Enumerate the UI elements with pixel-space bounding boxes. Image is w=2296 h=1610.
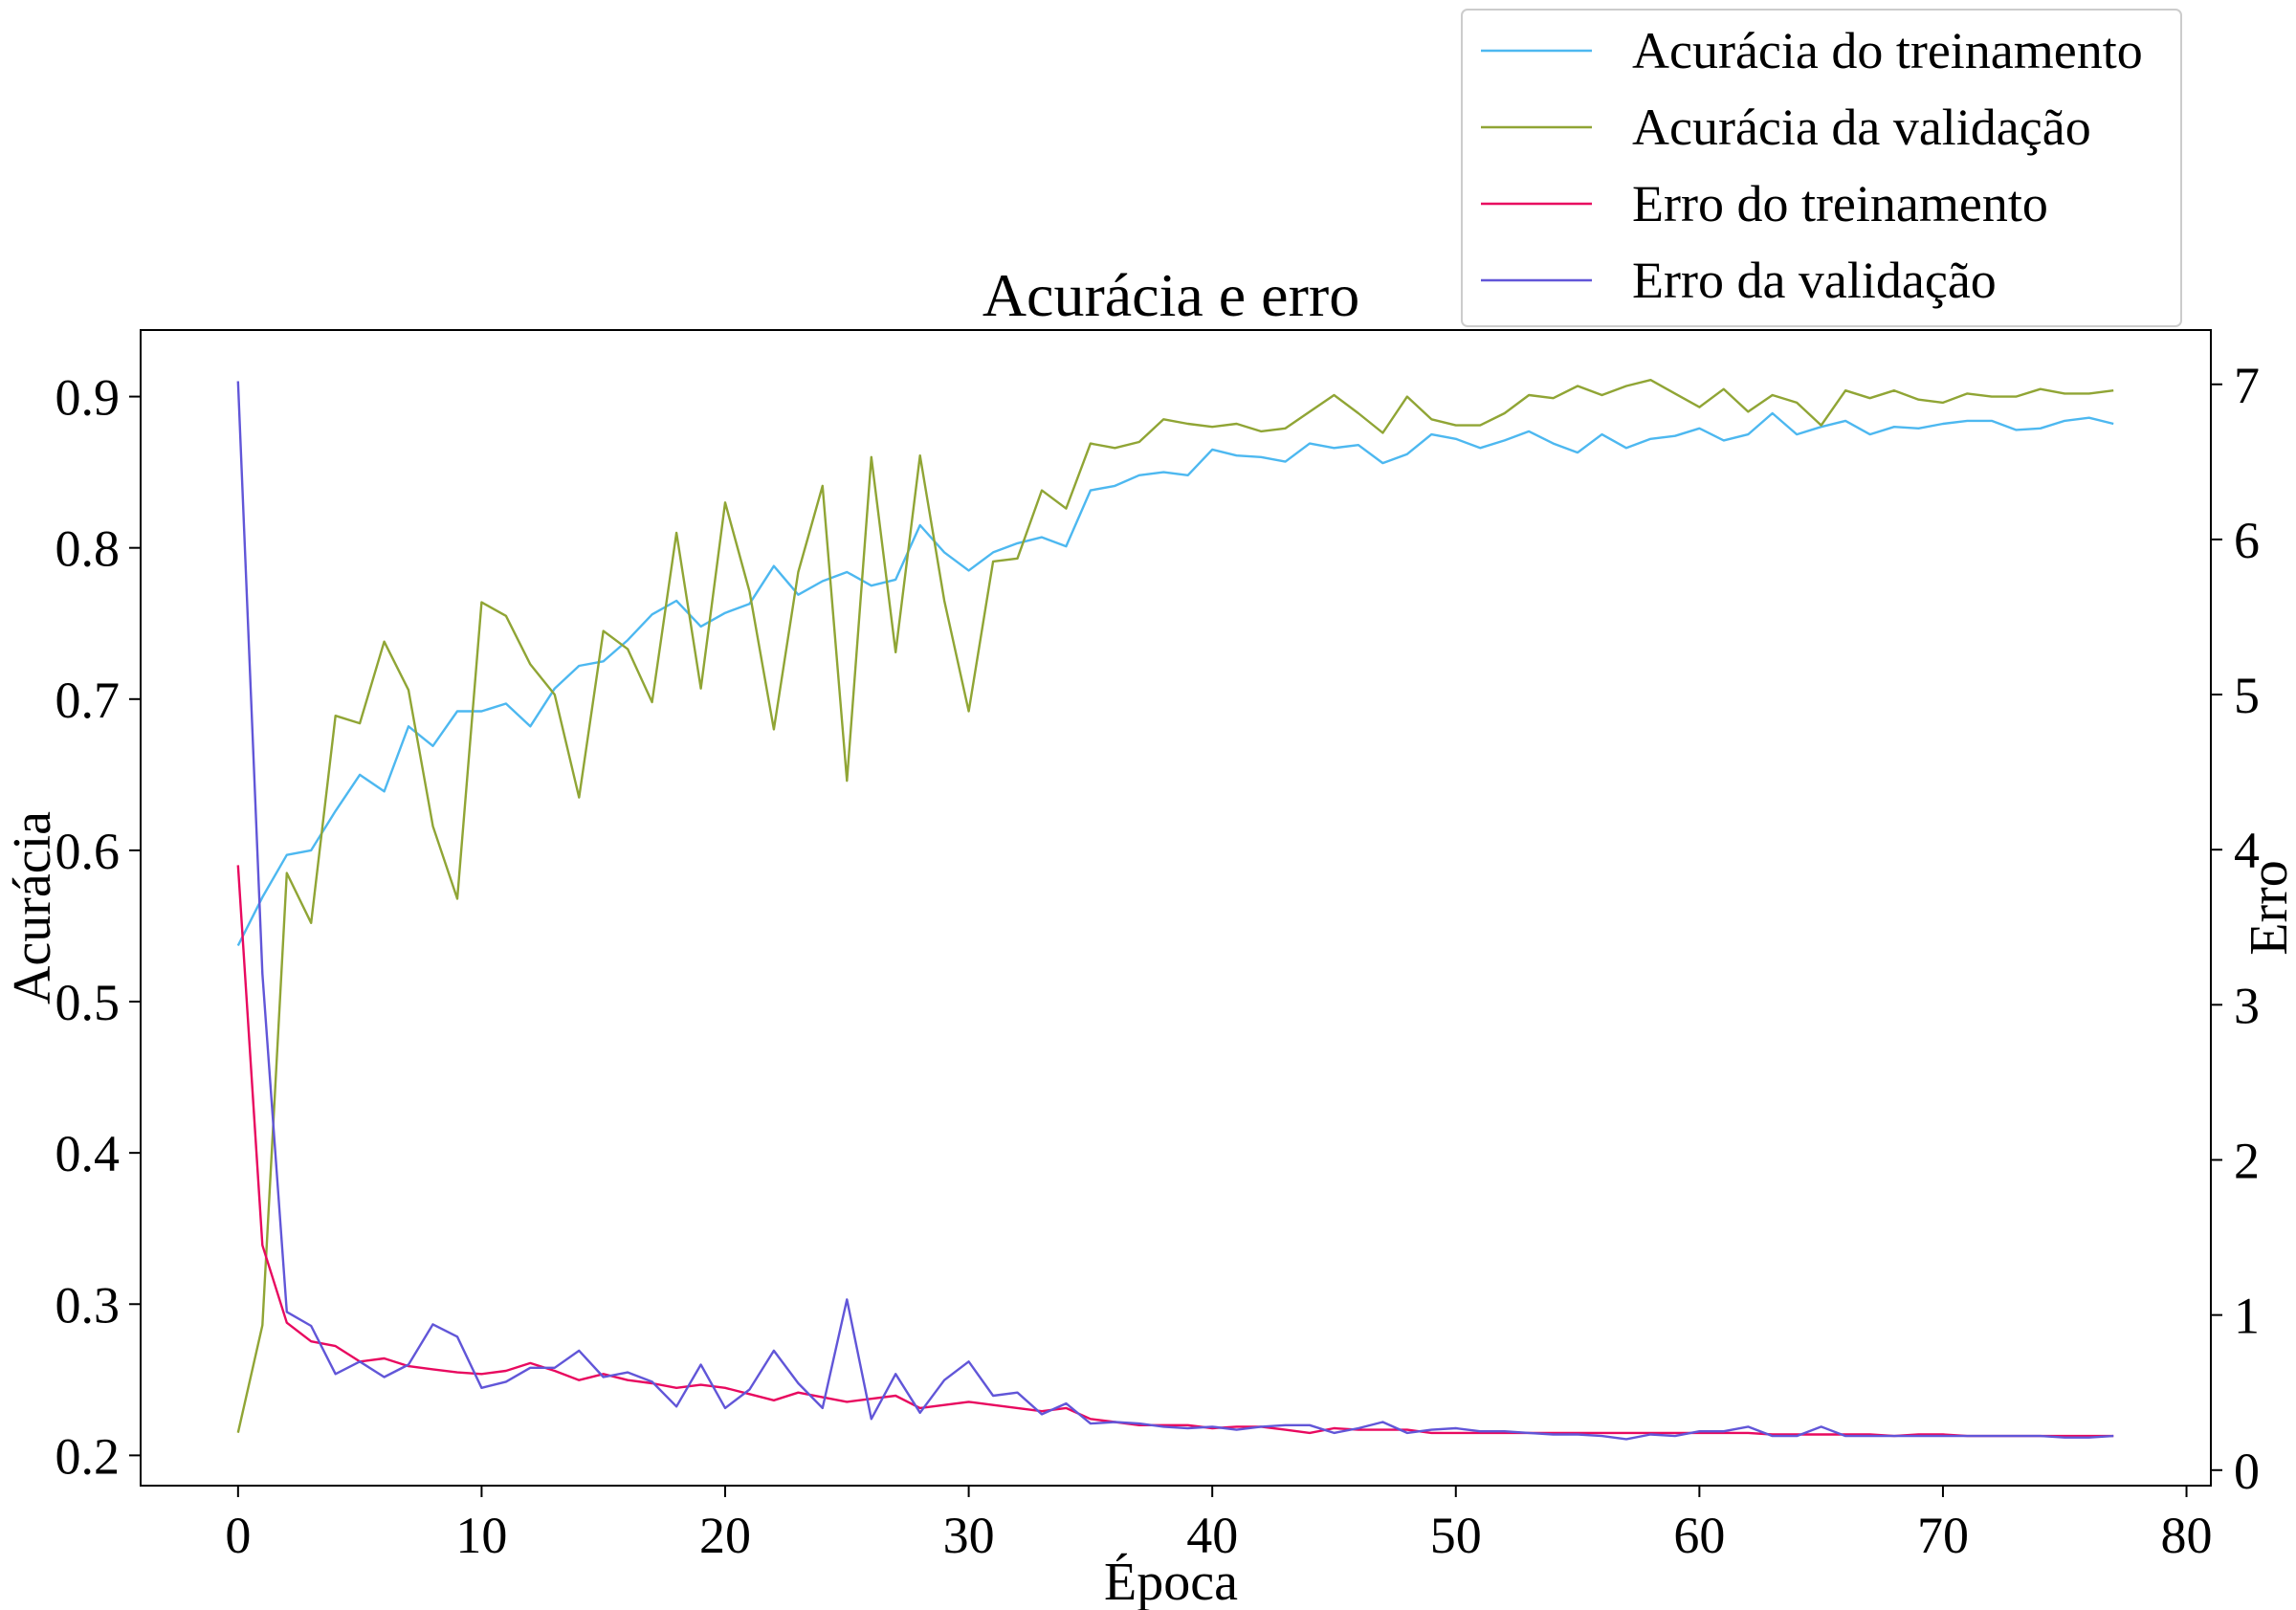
y-left-tick-label: 0.8 bbox=[55, 520, 121, 578]
y-axis-left: 0.2 0.3 0.4 0.5 0.6 0.7 0.8 0.9 bbox=[55, 369, 141, 1485]
y-axis-right-title: Erro bbox=[2240, 860, 2296, 956]
chart-title: Acurácia e erro bbox=[982, 261, 1359, 329]
y-right-tick-label: 3 bbox=[2234, 977, 2260, 1034]
y-right-tick-label: 0 bbox=[2234, 1443, 2260, 1500]
y-left-tick-label: 0.6 bbox=[55, 823, 121, 880]
y-right-tick-label: 2 bbox=[2234, 1132, 2260, 1189]
plot-frame bbox=[140, 329, 2212, 1487]
y-right-tick-label: 1 bbox=[2234, 1288, 2260, 1345]
y-axis-right: 0 1 2 3 4 5 6 7 bbox=[2211, 357, 2260, 1500]
x-tick-label: 0 bbox=[225, 1507, 251, 1564]
x-tick-label: 30 bbox=[943, 1507, 995, 1564]
y-left-tick-label: 0.9 bbox=[55, 369, 121, 427]
y-right-tick-label: 7 bbox=[2234, 357, 2260, 414]
x-tick-label: 50 bbox=[1430, 1507, 1482, 1564]
y-left-tick-label: 0.5 bbox=[55, 974, 121, 1031]
y-axis-left-title: Acurácia bbox=[3, 811, 62, 1004]
legend: Acurácia do treinamento Acurácia da valid… bbox=[1461, 9, 2182, 327]
x-axis: 0 10 20 30 40 50 60 70 80 bbox=[225, 1486, 2213, 1564]
y-left-tick-label: 0.3 bbox=[55, 1276, 121, 1334]
y-left-tick-label: 0.4 bbox=[55, 1125, 121, 1182]
y-left-tick-label: 0.2 bbox=[55, 1427, 121, 1485]
legend-frame bbox=[1461, 9, 2182, 327]
series-line-1 bbox=[236, 411, 2114, 947]
y-right-tick-label: 6 bbox=[2234, 512, 2260, 569]
x-tick-label: 80 bbox=[2161, 1507, 2213, 1564]
legend-label-4: Erro da validação bbox=[1632, 252, 1997, 309]
x-tick-label: 60 bbox=[1673, 1507, 1725, 1564]
legend-label-1: Acurácia do treinamento bbox=[1632, 22, 2143, 79]
x-tick-label: 10 bbox=[455, 1507, 507, 1564]
x-axis-title: Época bbox=[1104, 1553, 1238, 1610]
x-tick-label: 20 bbox=[699, 1507, 751, 1564]
y-right-tick-label: 5 bbox=[2234, 667, 2260, 724]
y-left-tick-label: 0.7 bbox=[55, 672, 121, 729]
series-line-2 bbox=[236, 379, 2114, 1433]
x-tick-label: 40 bbox=[1186, 1507, 1238, 1564]
x-tick-label: 70 bbox=[1917, 1507, 1969, 1564]
legend-label-2: Acurácia da validação bbox=[1632, 99, 2091, 156]
y-right-tick-label: 4 bbox=[2234, 822, 2260, 879]
legend-label-3: Erro do treinamento bbox=[1632, 175, 2048, 232]
series-layer bbox=[236, 379, 2114, 1441]
series-line-4 bbox=[236, 381, 2114, 1441]
